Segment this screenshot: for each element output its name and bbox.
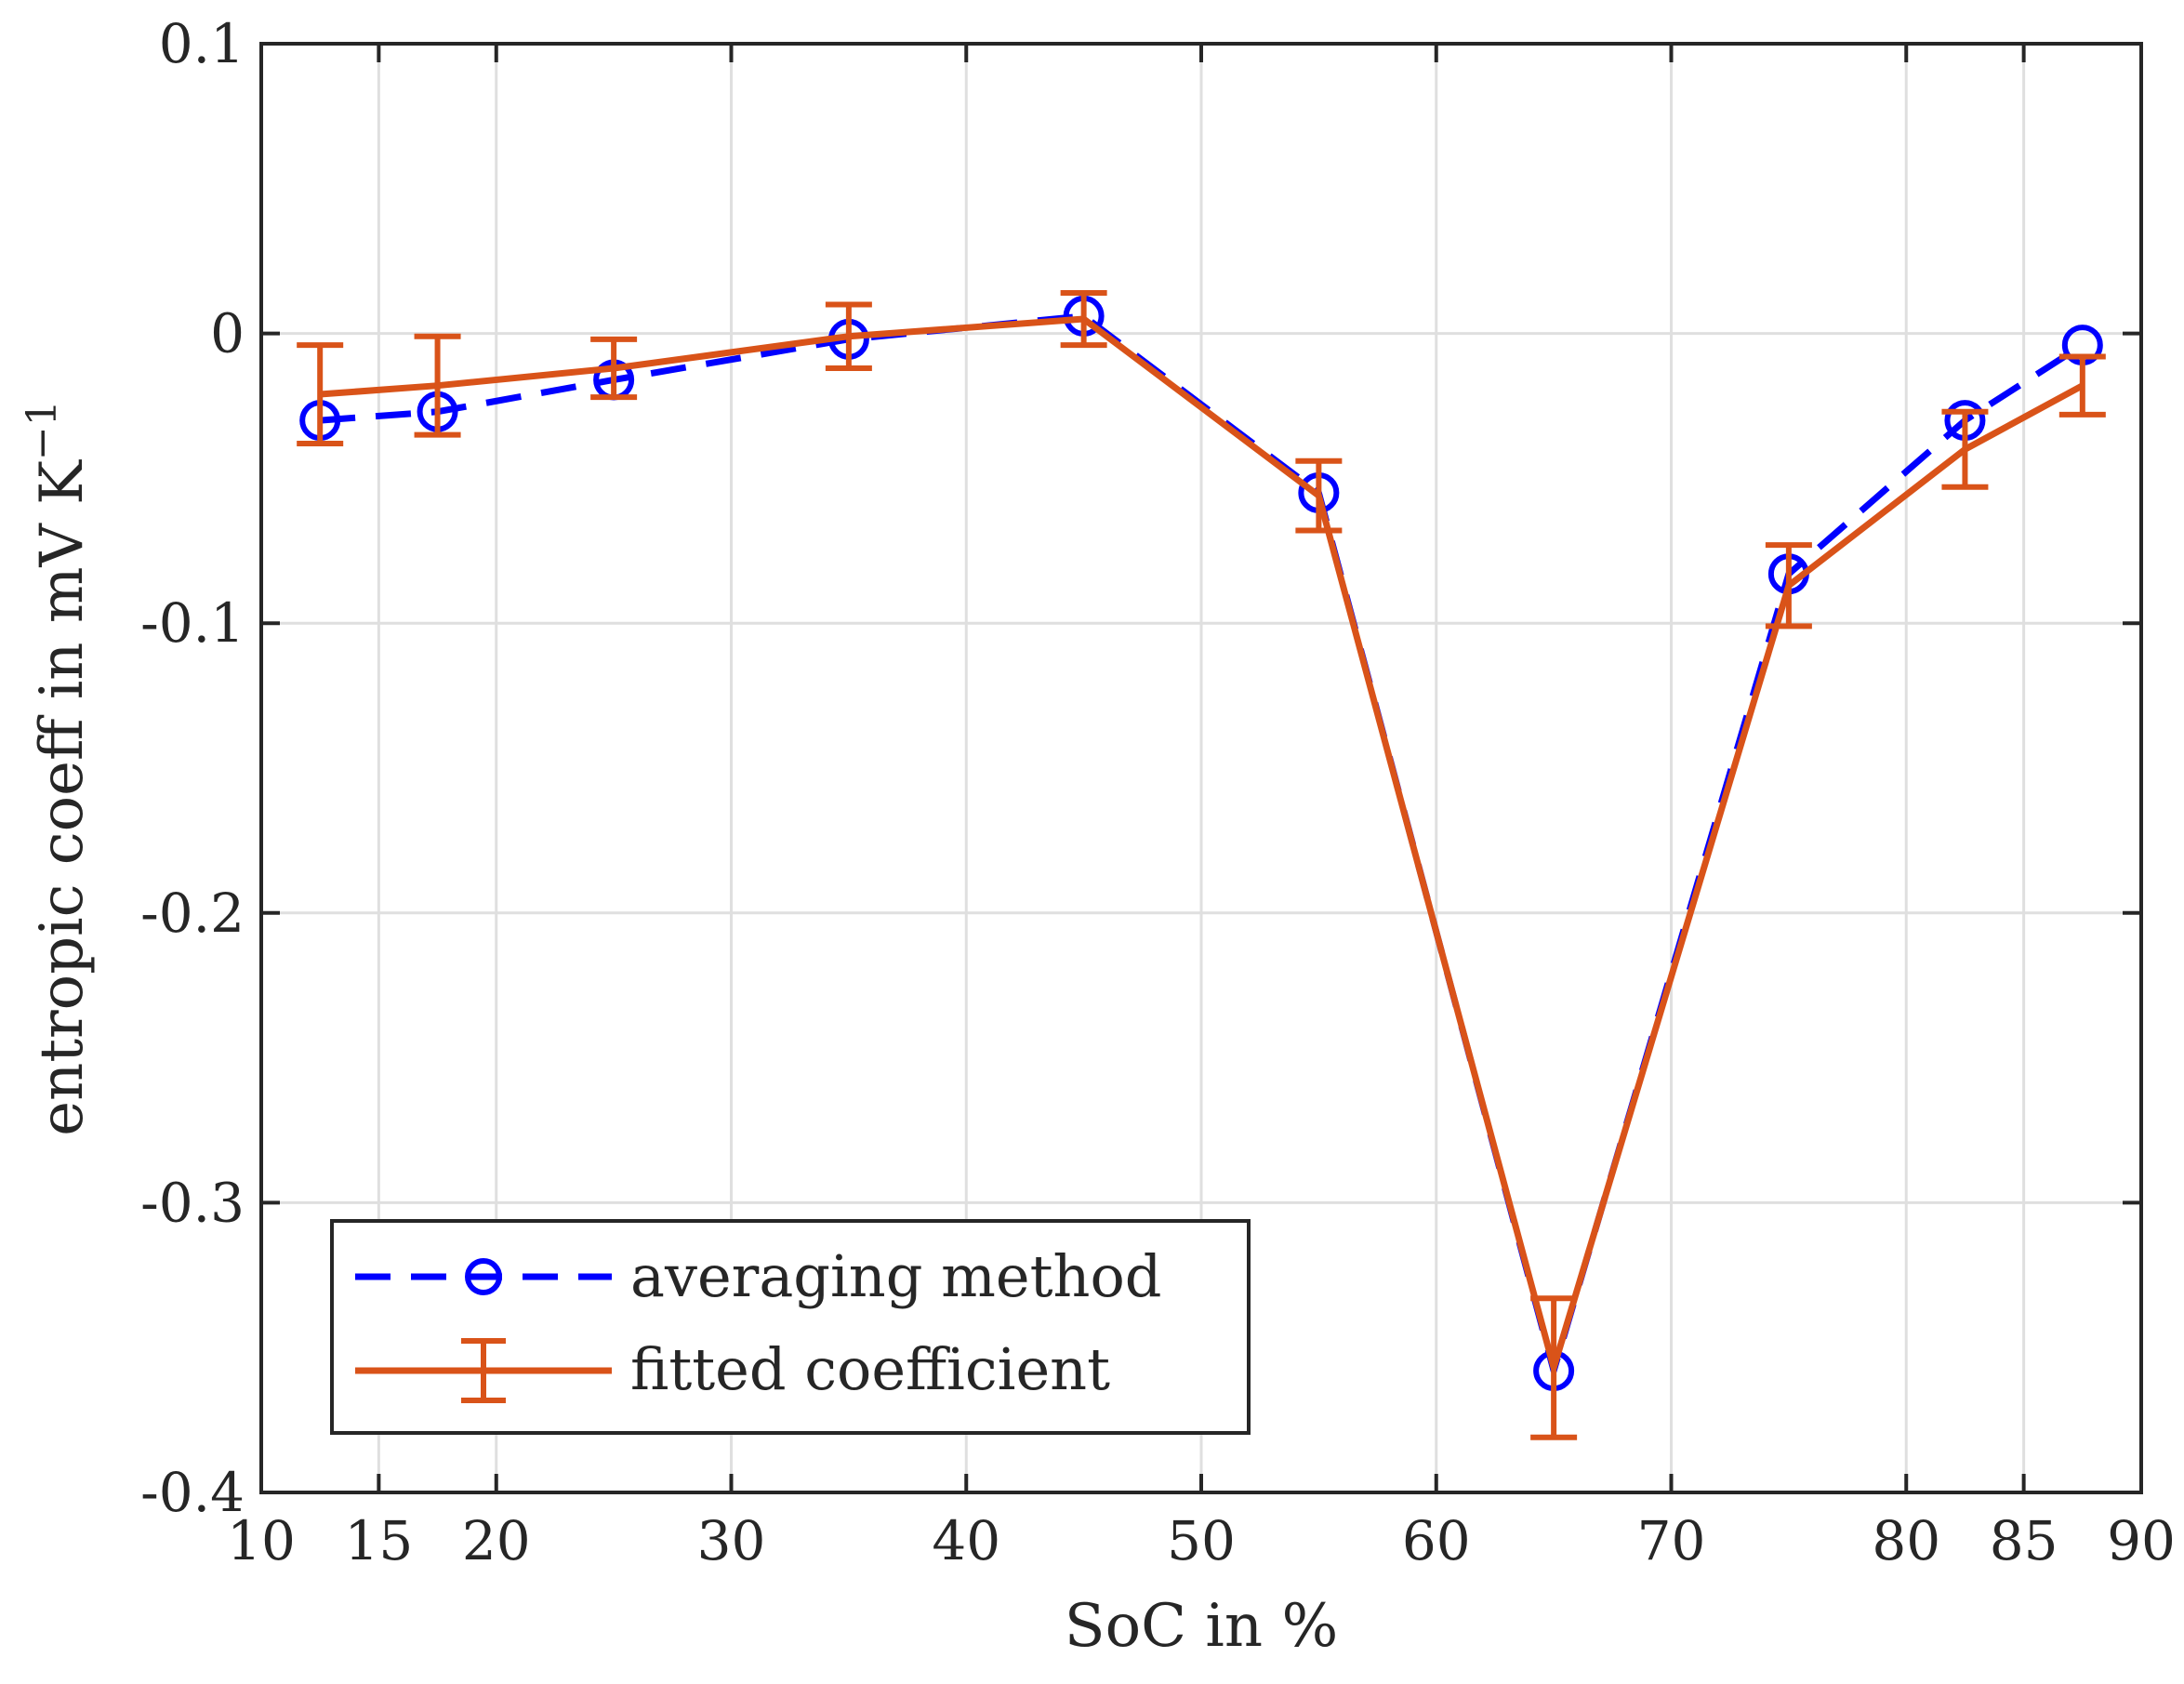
ticks	[259, 42, 2143, 1494]
legend-label-averaging: averaging method	[630, 1242, 1161, 1310]
y-tick-label: -0.4	[140, 1461, 245, 1524]
fitted-errorbar	[2058, 353, 2106, 418]
y-axis-label: entropic coeff in mV K−1	[19, 400, 97, 1136]
x-tick-label: 90	[2107, 1509, 2176, 1572]
x-tick-label: 70	[1637, 1509, 1706, 1572]
y-tick-label: 0.1	[159, 12, 245, 75]
x-tick-label: 80	[1872, 1509, 1940, 1572]
legend-marker-fitted	[461, 1338, 506, 1403]
series-layer	[297, 289, 2106, 1440]
x-tick-label: 20	[462, 1509, 531, 1572]
fitted-errorbar	[590, 336, 638, 401]
fitted-errorbar	[1941, 408, 1989, 490]
legend-marker-averaging	[465, 1258, 502, 1295]
series-fitted-line	[319, 315, 2085, 1372]
x-tick-label: 40	[932, 1509, 1000, 1572]
y-tick-label: -0.3	[140, 1171, 245, 1234]
fitted-errorbar	[1530, 1295, 1578, 1440]
x-tick-label: 15	[344, 1509, 413, 1572]
y-axis-label-exponent: −1	[19, 400, 66, 460]
legend-label-fitted: fitted coefficient	[630, 1335, 1110, 1403]
fitted-errorbar	[1295, 457, 1343, 534]
x-tick-label: 50	[1167, 1509, 1236, 1572]
x-tick-label: 30	[697, 1509, 766, 1572]
y-tick-label: -0.2	[140, 882, 245, 945]
fitted-errorbar	[1765, 542, 1812, 630]
tick-labels: 10 15 20 30 40 50 60 70 80 85 90 0.1 0 -0.1 -0.2 -0.3 -0…	[140, 12, 2176, 1572]
y-tick-label: -0.1	[140, 591, 245, 655]
fitted-errorbar	[297, 342, 344, 447]
fitted-errorbar	[825, 301, 872, 371]
fitted-errorbar	[414, 333, 461, 438]
x-tick-label: 10	[227, 1509, 296, 1572]
y-tick-label: 0	[210, 302, 245, 365]
fitted-errorbar	[1060, 289, 1107, 349]
x-tick-label: 60	[1402, 1509, 1471, 1572]
legend: averaging method fitted coefficient	[330, 1219, 1251, 1435]
x-tick-label: 85	[1990, 1509, 2058, 1572]
y-axis-label-group: entropic coeff in mV K−1	[19, 400, 97, 1136]
x-axis-label: SoC in %	[1065, 1592, 1339, 1661]
y-axis-label-text: entropic coeff in mV K	[28, 459, 97, 1136]
